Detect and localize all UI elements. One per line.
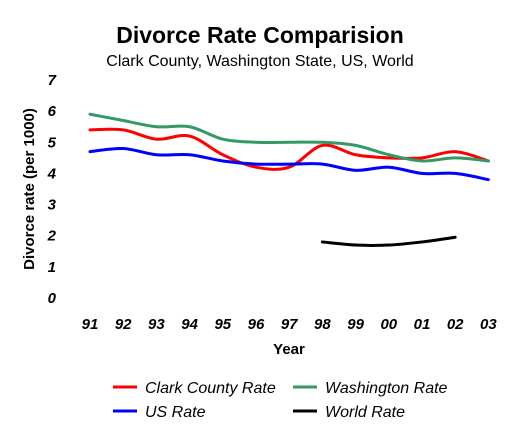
y-tick-label: 7 — [48, 72, 57, 89]
x-tick-label: 96 — [248, 316, 265, 333]
series-line-world-rate — [320, 235, 457, 247]
x-tick-label: 01 — [414, 316, 431, 333]
x-tick-label: 94 — [181, 316, 198, 333]
y-tick-label: 3 — [48, 197, 57, 214]
y-tick-label: 4 — [47, 165, 57, 182]
legend-label-world-rate: World Rate — [325, 404, 405, 421]
y-tick-label: 1 — [48, 259, 56, 276]
y-axis-ticks: 0 1 2 3 4 5 6 7 — [47, 72, 57, 307]
series-line-us-rate — [88, 146, 490, 182]
legend-label-washington-rate: Washington Rate — [325, 380, 448, 397]
chart-subtitle: Clark County, Washington State, US, Worl… — [106, 53, 413, 70]
x-tick-label: 98 — [314, 316, 331, 333]
series-line-washington-rate — [88, 112, 490, 163]
legend-label-clark-county-rate: Clark County Rate — [145, 380, 276, 397]
y-tick-label: 5 — [48, 134, 57, 151]
y-axis-label: Divorce rate (per 1000) — [21, 108, 38, 270]
chart-title: Divorce Rate Comparision — [116, 22, 404, 48]
legend-label-us-rate: US Rate — [145, 404, 206, 421]
x-axis-label: Year — [273, 341, 305, 358]
x-tick-label: 02 — [447, 316, 464, 333]
y-tick-label: 6 — [48, 103, 57, 120]
x-tick-label: 97 — [281, 316, 298, 333]
x-axis-ticks: 91 92 93 94 95 96 97 98 99 00 01 02 03 — [82, 316, 498, 333]
x-tick-label: 93 — [148, 316, 165, 333]
x-tick-label: 95 — [214, 316, 231, 333]
x-tick-label: 03 — [480, 316, 497, 333]
x-tick-label: 92 — [115, 316, 132, 333]
y-tick-label: 2 — [47, 228, 57, 245]
y-tick-label: 0 — [48, 290, 57, 307]
legend: Clark County Rate Washington Rate US Rate W… — [113, 380, 448, 421]
x-tick-label: 00 — [380, 316, 397, 333]
series-line-clark-county-rate — [88, 127, 490, 171]
series-lines — [88, 112, 490, 247]
x-tick-label: 91 — [82, 316, 99, 333]
x-tick-label: 99 — [347, 316, 364, 333]
